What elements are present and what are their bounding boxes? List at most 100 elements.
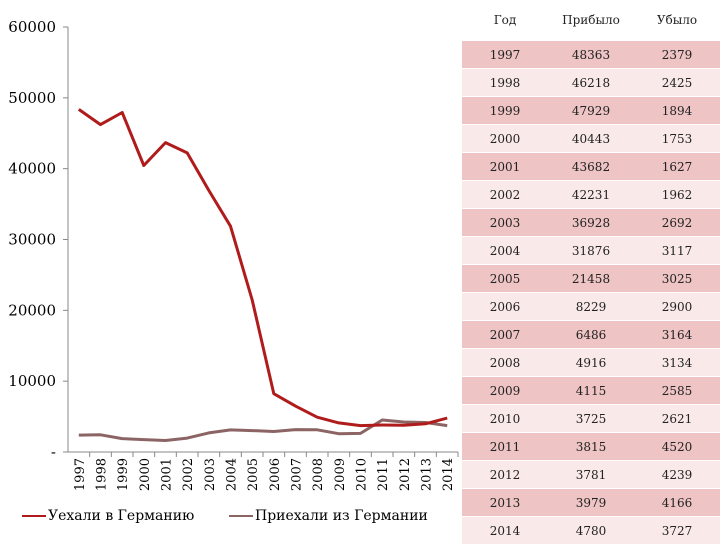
x-tick-label: 1998: [95, 458, 110, 491]
header-departed: Убыло: [634, 0, 720, 41]
cell-year: 2009: [462, 376, 548, 405]
cell-year: 2000: [462, 124, 548, 153]
cell-arrived: 3815: [548, 432, 634, 461]
table-row: 1997 48363 2379: [462, 40, 720, 69]
cell-departed: 2621: [634, 404, 720, 433]
cell-year: 2003: [462, 208, 548, 237]
cell-year: 1999: [462, 96, 548, 125]
cell-year: 2014: [462, 516, 548, 545]
x-tick-label: 1999: [116, 458, 131, 491]
table-row: 2002 42231 1962: [462, 180, 720, 209]
table-row: 2004 31876 3117: [462, 236, 720, 265]
cell-departed: 1627: [634, 152, 720, 181]
cell-arrived: 36928: [548, 208, 634, 237]
cell-year: 2008: [462, 348, 548, 377]
line-chart: - 10000 20000 30000 40000 50000 60000 1997 1998…: [8, 18, 459, 524]
x-tick-label: 2002: [181, 458, 196, 491]
cell-arrived: 4115: [548, 376, 634, 405]
cell-departed: 1894: [634, 96, 720, 125]
cell-year: 2004: [462, 236, 548, 265]
series-line-1: [78, 418, 448, 442]
table-row: 2010 3725 2621: [462, 404, 720, 433]
cell-departed: 2585: [634, 376, 720, 405]
cell-year: 2002: [462, 180, 548, 209]
table-row: 2005 21458 3025: [462, 264, 720, 293]
cell-arrived: 3979: [548, 488, 634, 517]
cell-departed: 2900: [634, 292, 720, 321]
cell-departed: 4166: [634, 488, 720, 517]
cell-arrived: 46218: [548, 68, 634, 97]
table-row: 2001 43682 1627: [462, 152, 720, 181]
cell-year: 2012: [462, 460, 548, 489]
x-tick-label: 2006: [268, 458, 283, 491]
legend: Уехали в Германию Приехали из Германии: [22, 508, 428, 524]
cell-year: 2011: [462, 432, 548, 461]
x-tick-label: 2003: [203, 458, 218, 491]
y-tick-label: 60000: [8, 18, 56, 36]
series-line-0: [77, 108, 448, 428]
legend-label: Уехали в Германию: [48, 508, 194, 524]
y-tick-label: 20000: [8, 301, 56, 319]
table-row: 2012 3781 4239: [462, 460, 720, 489]
cell-departed: 2425: [634, 68, 720, 97]
cell-year: 1998: [462, 68, 548, 97]
table-body: 1997 48363 2379 1998 46218 2425 1999 47929 1894 2…: [462, 40, 720, 545]
x-tick-label: 2010: [355, 458, 370, 491]
cell-departed: 1753: [634, 124, 720, 153]
cell-arrived: 31876: [548, 236, 634, 265]
header-year: Год: [462, 0, 548, 41]
cell-arrived: 48363: [548, 40, 634, 69]
table-row: 2003 36928 2692: [462, 208, 720, 237]
table-row: 1998 46218 2425: [462, 68, 720, 97]
x-tick-label: 2009: [333, 458, 348, 491]
table-row: 2014 4780 3727: [462, 516, 720, 545]
y-tick-label: 50000: [8, 89, 56, 107]
cell-arrived: 4916: [548, 348, 634, 377]
legend-label: Приехали из Германии: [255, 508, 428, 524]
cell-departed: 4520: [634, 432, 720, 461]
table-row: 2006 8229 2900: [462, 292, 720, 321]
cell-arrived: 43682: [548, 152, 634, 181]
y-tick-label: 10000: [8, 372, 56, 390]
cell-departed: 3164: [634, 320, 720, 349]
x-tick-label: 2008: [311, 458, 326, 491]
table-row: 2000 40443 1753: [462, 124, 720, 153]
series-layer: [77, 108, 448, 442]
cell-arrived: 6486: [548, 320, 634, 349]
table-header-row: Год Прибыло Убыло: [462, 0, 720, 41]
table-row: 2008 4916 3134: [462, 348, 720, 377]
header-arrived: Прибыло: [548, 0, 634, 41]
cell-departed: 3727: [634, 516, 720, 545]
cell-year: 2006: [462, 292, 548, 321]
cell-arrived: 21458: [548, 264, 634, 293]
cell-year: 1997: [462, 40, 548, 69]
x-tick-label: 2000: [138, 458, 153, 491]
table-row: 2009 4115 2585: [462, 376, 720, 405]
x-tick-label: 2001: [160, 458, 175, 491]
x-tick-label: 2014: [441, 458, 456, 491]
x-tick-label: 2013: [420, 458, 435, 491]
cell-arrived: 40443: [548, 124, 634, 153]
cell-year: 2010: [462, 404, 548, 433]
x-tick-label: 2005: [246, 458, 261, 491]
table-row: 2013 3979 4166: [462, 488, 720, 517]
cell-departed: 3117: [634, 236, 720, 265]
cell-year: 2001: [462, 152, 548, 181]
cell-departed: 2692: [634, 208, 720, 237]
y-tick-label: 40000: [8, 160, 56, 178]
x-tick-label: 2011: [376, 458, 391, 491]
cell-departed: 4239: [634, 460, 720, 489]
cell-arrived: 47929: [548, 96, 634, 125]
x-tick-label: 2007: [290, 458, 305, 491]
cell-departed: 2379: [634, 40, 720, 69]
y-tick-label: -: [51, 443, 56, 461]
cell-year: 2007: [462, 320, 548, 349]
x-tick-label: 1997: [73, 458, 88, 491]
cell-arrived: 42231: [548, 180, 634, 209]
cell-arrived: 3725: [548, 404, 634, 433]
table-row: 2011 3815 4520: [462, 432, 720, 461]
cell-arrived: 4780: [548, 516, 634, 545]
cell-year: 2013: [462, 488, 548, 517]
cell-departed: 1962: [634, 180, 720, 209]
table-row: 2007 6486 3164: [462, 320, 720, 349]
